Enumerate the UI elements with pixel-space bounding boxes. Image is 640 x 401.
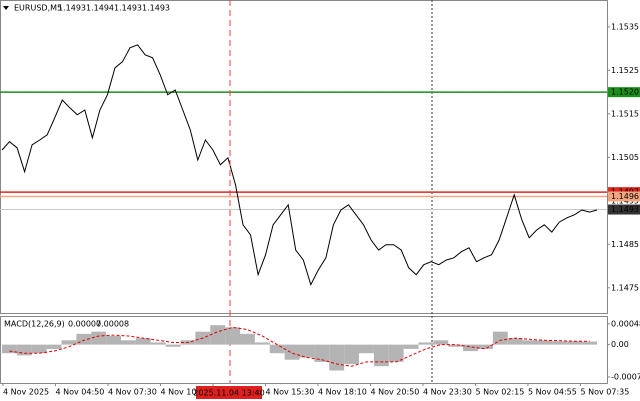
crosshair-box [196,386,262,399]
macd-bar [552,341,568,345]
macd-bar [240,333,255,345]
macd-bar [299,344,315,358]
y-tick-label: 1.1485 [611,240,639,249]
macd-bar [373,344,389,367]
macd-bar [76,333,92,345]
macd-bar [388,344,404,362]
macd-bar [91,331,107,345]
level-label-box [608,191,640,202]
symbol: EURUSD,M5 [14,4,62,13]
macd-bar [329,344,345,371]
macd-bar [314,344,330,362]
macd-bar [135,338,151,345]
macd-bar [31,344,47,354]
level-label: 1.1520 [611,88,639,97]
macd-bar [150,342,166,345]
level-label: 1.1493 [611,205,639,214]
macd-bar [478,344,493,349]
level-label-box [608,87,640,98]
macd-bar [582,341,597,345]
ohlc-value: 1.1493 [142,4,170,13]
macd-bar [269,344,285,354]
ohlc-value: 1.1493 [58,4,86,13]
macd-bar [507,338,523,345]
macd-bar [46,344,62,349]
x-tick-label: 4 Nov 20:50 [371,388,420,397]
macd-bar [225,327,240,345]
crosshair-label: 2025.11.04 13:40 [193,389,264,398]
macd-bar [61,340,77,345]
macd-bar [359,344,374,354]
y-tick-label: 1.1475 [611,283,639,292]
macd-title: MACD(12,26,9) [4,320,65,329]
macd-bar [165,344,181,347]
ohlc-value: 1.1494 [86,4,114,13]
macd-bar [210,325,226,345]
macd-bar [344,344,359,365]
macd-bar [418,342,434,345]
macd-bar [433,340,449,345]
x-tick-label: 4 Nov 15:30 [266,388,315,397]
ohlc-value: 1.1493 [114,4,142,13]
macd-panel [0,316,608,384]
level-label: 1.1496 [611,192,639,201]
macd-bar [2,344,17,354]
y-tick-label: 1.1515 [611,109,639,118]
y-tick-label: 0.00048 [611,319,640,328]
x-tick-label: 4 Nov 07:30 [108,388,157,397]
x-tick-label: 4 Nov 23:30 [423,388,472,397]
y-tick-label: 1.1525 [611,66,639,75]
x-tick-label: 4 Nov 10:10 [161,388,210,397]
macd-bar [492,331,508,345]
x-tick-label: 5 Nov 07:35 [581,388,630,397]
macd-bar [106,335,121,345]
signal-line [9,326,590,367]
macd-bar [121,340,136,345]
x-tick-label: 5 Nov 02:15 [476,388,525,397]
macd-bar [254,342,270,345]
macd-bar [284,344,300,360]
macd-bar [16,344,32,356]
y-tick-label: -0.00075 [611,372,640,381]
y-tick-label: 0.00 [611,340,629,349]
x-tick-label: 4 Nov 04:50 [56,388,105,397]
header-arrow [3,6,9,10]
macd-bar [567,341,583,345]
y-tick-label: 1.1505 [611,153,639,162]
macd-readout: 0.00007 [68,320,101,329]
macd-bar [448,344,464,347]
macd-readout: 0.00008 [96,320,129,329]
macd-bar [537,340,553,345]
x-tick-label: 4 Nov 18:10 [318,388,367,397]
y-tick-label: 1.1535 [611,22,639,31]
price-line [1,44,598,287]
level-label-box [608,204,640,215]
macd-bar [463,344,478,352]
x-tick-label: 4 Nov 2025 [3,388,49,397]
x-tick-label: 5 Nov 04:55 [528,388,577,397]
macd-bar [522,340,538,345]
macd-bar [403,344,419,349]
